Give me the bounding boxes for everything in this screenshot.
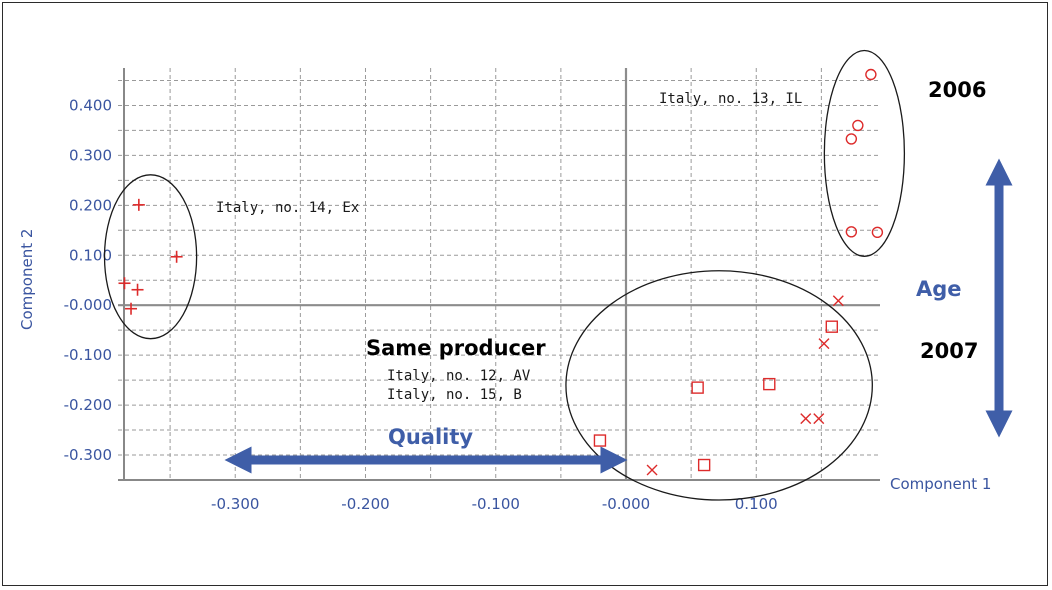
plus-marker — [131, 283, 144, 296]
label-age: Age — [916, 277, 962, 301]
label-italy-12-av: Italy, no. 12, AV — [387, 368, 531, 384]
x-tick-label: 0.100 — [735, 495, 778, 513]
square-marker — [593, 434, 607, 447]
y-tick-label: -0.200 — [64, 396, 112, 414]
circle-marker — [865, 68, 877, 81]
label-same-producer: Same producer — [366, 336, 546, 360]
y-tick-label: -0.300 — [64, 446, 112, 464]
label-italy-14-ex: Italy, no. 14, Ex — [216, 200, 359, 216]
ellipse-group-ex — [103, 174, 198, 340]
circle-marker — [845, 226, 858, 238]
y-tick-label: 0.100 — [69, 246, 112, 264]
x-tick-label: -0.000 — [602, 495, 650, 513]
plus-marker — [132, 198, 145, 211]
x-tick-label: -0.100 — [472, 495, 520, 513]
x-marker — [813, 413, 825, 425]
x-marker — [832, 295, 844, 307]
label-quality: Quality — [388, 425, 473, 449]
plus-marker — [170, 250, 183, 263]
label-year-2007: 2007 — [920, 339, 978, 363]
ellipse-group-il — [823, 49, 906, 257]
plus-marker — [125, 302, 138, 315]
plus-marker — [118, 277, 131, 290]
label-italy-13-il: Italy, no. 13, IL — [659, 91, 802, 107]
x-marker — [800, 413, 812, 425]
y-tick-label: -0.100 — [64, 346, 112, 364]
x-tick-label: -0.200 — [341, 495, 389, 513]
ellipse-group-av-b — [565, 270, 873, 501]
grid-lines — [118, 68, 880, 480]
axes — [118, 68, 880, 481]
label-year-2006: 2006 — [928, 78, 986, 102]
y-tick-label: 0.400 — [69, 96, 112, 114]
square-marker — [697, 458, 711, 472]
square-marker — [691, 381, 704, 394]
y-axis-title: Component 2 — [18, 229, 36, 330]
y-tick-label: 0.200 — [69, 196, 112, 214]
x-marker — [818, 338, 830, 350]
data-points — [118, 68, 884, 476]
x-marker — [646, 464, 658, 476]
square-marker — [825, 320, 839, 333]
x-axis-title: Component 1 — [890, 475, 991, 493]
annotation-arrows — [224, 158, 1013, 474]
y-tick-label: 0.300 — [69, 146, 112, 164]
circle-marker — [871, 226, 884, 239]
circle-marker — [852, 119, 864, 132]
circle-marker — [845, 133, 858, 145]
tick-labels: -0.300 -0.200 -0.100 -0.000 0.100 0.400 0.300 0… — [64, 96, 778, 513]
x-tick-label: -0.300 — [211, 495, 259, 513]
label-italy-15-b: Italy, no. 15, B — [387, 387, 522, 403]
y-tick-label: -0.000 — [64, 296, 112, 314]
group-ellipses — [103, 49, 906, 501]
square-marker — [763, 377, 776, 391]
